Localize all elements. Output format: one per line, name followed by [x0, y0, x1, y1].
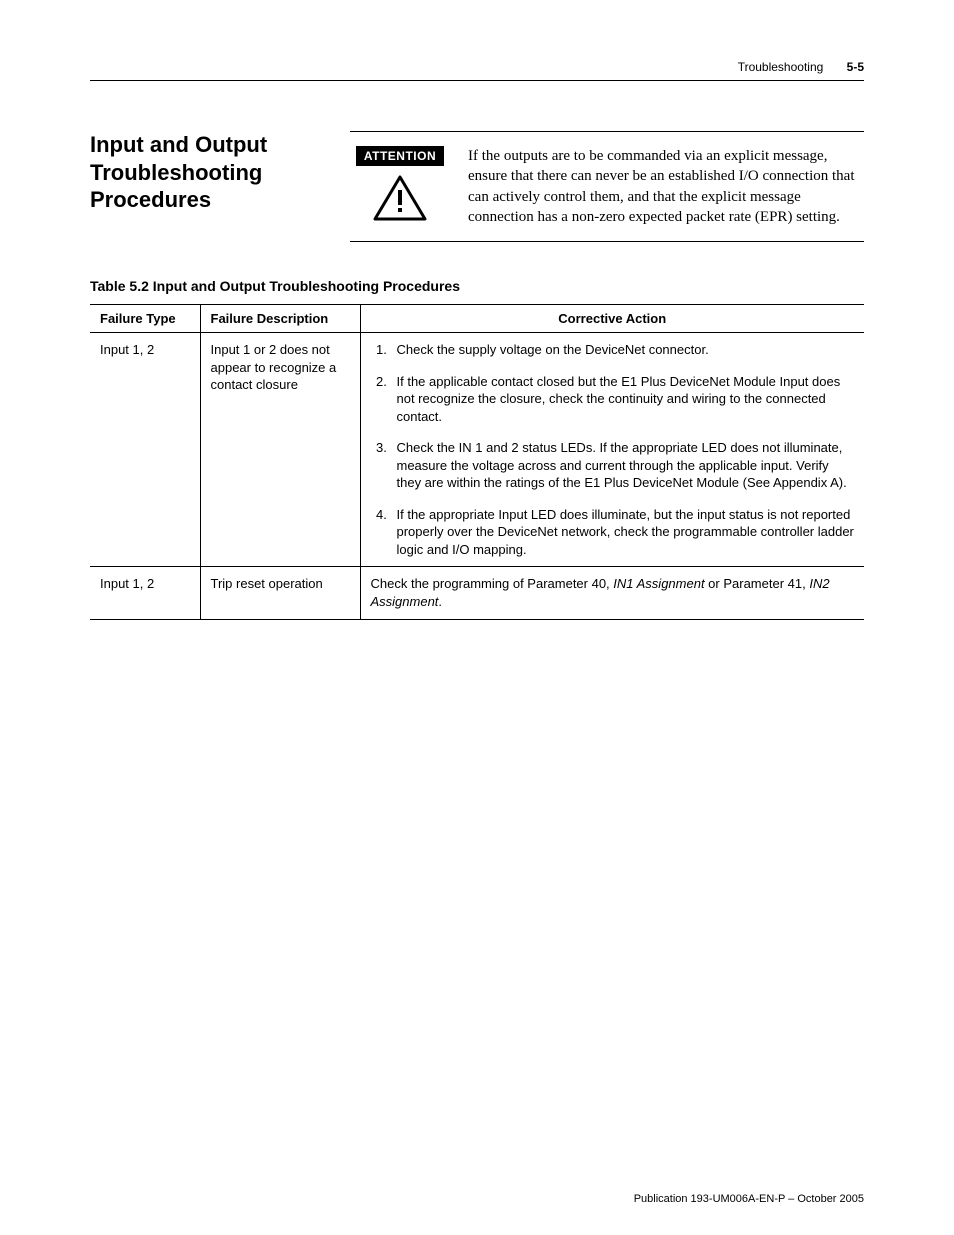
warning-triangle-icon [372, 174, 428, 227]
action-text: or Parameter 41, [705, 576, 810, 591]
header-page-number: 5-5 [847, 60, 864, 74]
rule [350, 131, 864, 132]
action-text: . [438, 594, 442, 609]
section-intro: Input and Output Troubleshooting Procedu… [90, 131, 864, 242]
troubleshooting-table: Failure Type Failure Description Correct… [90, 304, 864, 620]
table-header-row: Failure Type Failure Description Correct… [90, 305, 864, 333]
cell-corrective-action: Check the supply voltage on the DeviceNe… [360, 333, 864, 567]
cell-corrective-action: Check the programming of Parameter 40, I… [360, 567, 864, 619]
header-section: Troubleshooting [738, 60, 824, 74]
running-header: Troubleshooting 5-5 [90, 60, 864, 81]
cell-failure-description: Trip reset operation [200, 567, 360, 619]
list-item: Check the supply voltage on the DeviceNe… [391, 341, 855, 359]
col-failure-type: Failure Type [90, 305, 200, 333]
cell-failure-description: Input 1 or 2 does not appear to recogniz… [200, 333, 360, 567]
section-heading: Input and Output Troubleshooting Procedu… [90, 131, 350, 214]
cell-failure-type: Input 1, 2 [90, 333, 200, 567]
list-item: If the appropriate Input LED does illumi… [391, 506, 855, 559]
rule [350, 241, 864, 242]
publication-footer: Publication 193-UM006A-EN-P – October 20… [634, 1193, 864, 1205]
attention-label: ATTENTION [356, 146, 444, 166]
section-heading-col: Input and Output Troubleshooting Procedu… [90, 131, 350, 242]
list-item: If the applicable contact closed but the… [391, 373, 855, 426]
action-text: Check the programming of Parameter 40, [371, 576, 614, 591]
attention-text: If the outputs are to be commanded via a… [450, 146, 864, 227]
col-failure-description: Failure Description [200, 305, 360, 333]
param-name: IN1 Assignment [613, 576, 704, 591]
attention-block: ATTENTION If the outputs are to be comma… [350, 131, 864, 242]
list-item: Check the IN 1 and 2 status LEDs. If the… [391, 439, 855, 492]
attention-badge: ATTENTION [350, 146, 450, 227]
cell-failure-type: Input 1, 2 [90, 567, 200, 619]
table-row: Input 1, 2 Input 1 or 2 does not appear … [90, 333, 864, 567]
table-caption: Table 5.2 Input and Output Troubleshooti… [90, 278, 864, 294]
page: Troubleshooting 5-5 Input and Output Tro… [0, 0, 954, 1235]
table-row: Input 1, 2 Trip reset operation Check th… [90, 567, 864, 619]
action-list: Check the supply voltage on the DeviceNe… [371, 341, 855, 558]
attention-row: ATTENTION If the outputs are to be comma… [350, 146, 864, 227]
col-corrective-action: Corrective Action [360, 305, 864, 333]
